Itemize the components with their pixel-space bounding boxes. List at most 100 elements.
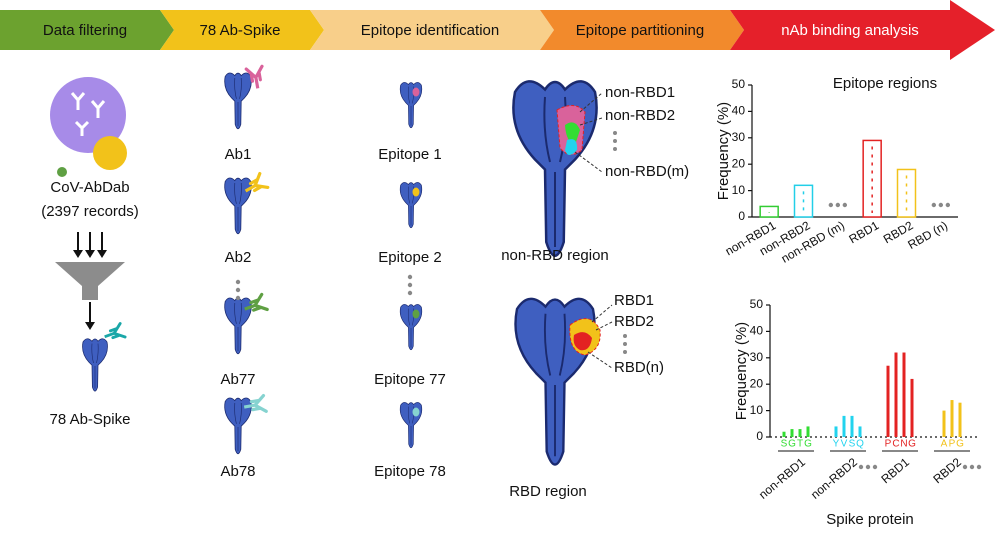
ellipsis [835,202,841,208]
epitope-patch [412,187,420,197]
bar [790,429,794,437]
bar [902,352,906,437]
ellipsis [235,295,241,301]
residue-label: C [892,439,899,450]
residue-label: P [885,439,892,450]
antibody-label: Ab2 [225,249,252,266]
chart-title: Epitope regions [833,75,937,92]
epitope-patch [565,122,580,145]
bar [886,365,890,437]
epitope-label: Epitope 78 [374,463,446,480]
residue-label: G [908,439,916,450]
epitope-patch [412,309,420,319]
bar [894,352,898,437]
funnel [55,262,125,300]
residue-label: G [788,439,796,450]
y-tick-label: 10 [732,183,746,197]
step-label: Epitope identification [361,22,499,39]
header: Data filtering 78 Ab-Spike Epitope identif… [0,0,995,60]
residue-label: Q [856,439,864,450]
y-axis-label: Frequency (%) [715,102,732,200]
epitope-patch [412,407,420,417]
database-icon [93,136,127,170]
step-arrow [310,10,554,50]
x-tick-label: RBD (n) [905,218,950,252]
step-label: Epitope partitioning [576,22,704,39]
ellipsis [235,279,241,285]
ellipsis [858,464,864,470]
step-label: nAb binding analysis [781,22,919,39]
partition-title: non-RBD region [501,247,609,264]
residue-label: G [804,439,812,450]
residue-label: V [841,439,848,450]
y-tick-label: 20 [732,156,746,170]
x-axis-label: Spike protein [826,511,914,528]
antibody-label: Ab77 [220,371,255,388]
y-tick-label: 40 [750,324,764,338]
residue-label: N [900,439,907,450]
group-label: RBD1 [878,455,912,487]
database-antibodies [70,92,106,136]
y-tick-label: 0 [738,209,745,223]
bar [942,410,946,437]
x-tick-label: RBD1 [847,218,882,246]
y-tick-label: 30 [732,130,746,144]
step-label: Data filtering [43,22,127,39]
step-arrow [160,10,324,50]
leader-lines [574,92,603,173]
ellipsis [865,464,871,470]
ellipsis [945,202,951,208]
residue-label: A [941,439,948,450]
source-panel: CoV-AbDab (2397 records) 78 Ab-Spike [41,77,139,428]
partition-title: RBD region [509,483,587,500]
residue-label: T [797,439,803,450]
arrows [77,232,103,324]
ellipsis [938,202,944,208]
spike [224,72,252,130]
partition-label: RBD2 [614,313,654,330]
ellipsis [931,202,937,208]
bar [850,415,854,437]
ellipsis [407,274,413,280]
residue-label: Y [833,439,840,450]
bar [858,426,862,437]
step-label: 78 Ab-Spike [200,22,281,39]
database-icon [57,167,67,177]
bar [950,400,954,437]
spike [82,338,108,392]
bar [782,431,786,437]
y-tick-label: 0 [756,429,763,443]
y-tick-label: 10 [750,403,764,417]
bar [842,415,846,437]
residue-label: P [949,439,956,450]
epitope-label: Epitope 2 [378,249,441,266]
y-axis-label: Frequency (%) [733,322,750,420]
bar [834,426,838,437]
step-arrow [0,10,174,50]
bar [958,402,962,437]
bar [798,429,802,437]
output-label: 78 Ab-Spike [50,411,131,428]
epitope-patch [412,87,420,97]
epitope-label: Epitope 1 [378,146,441,163]
epitope-column: Epitope 1 Epitope 2 Epitope 77 Epitope 78 [374,82,446,480]
group-label: non-RBD1 [756,455,808,502]
leader-lines [587,304,613,369]
ellipsis [828,202,834,208]
partition-label: RBD1 [614,292,654,309]
partition-label: non-RBD2 [605,107,675,124]
spike [224,177,252,235]
group-label: non-RBD2 [808,455,860,502]
step-arrow [730,0,995,60]
residue-label: S [781,439,788,450]
partition-panel: non-RBD1 non-RBD2 non-RBD(m) non-RBD reg… [501,80,689,500]
y-tick-label: 30 [750,350,764,364]
source-records: (2397 records) [41,203,139,220]
antibody-label: Ab1 [225,146,252,163]
source-name: CoV-AbDab [50,179,129,196]
partition-label: non-RBD(m) [605,163,689,180]
bar [806,426,810,437]
ellipsis [842,202,848,208]
